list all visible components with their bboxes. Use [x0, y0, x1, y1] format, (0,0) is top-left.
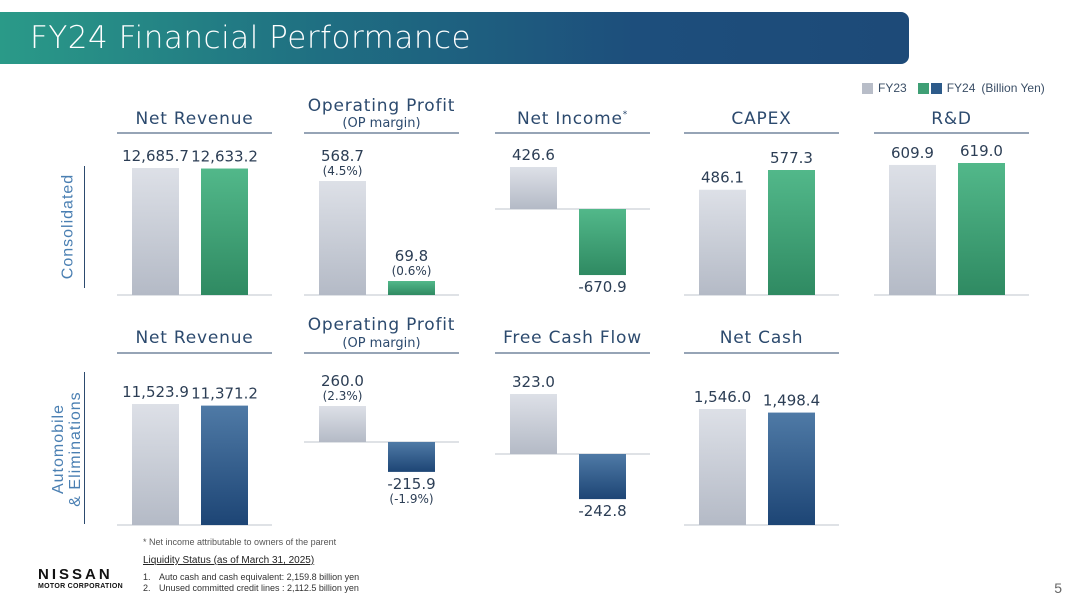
data-label: 323.0 [512, 373, 555, 391]
bar-fy24 [768, 170, 815, 295]
data-label: 1,546.0 [694, 388, 751, 406]
data-label: 619.0 [960, 142, 1003, 160]
legend: FY23 FY24 (Billion Yen) [862, 81, 1056, 95]
data-label: 11,371.2 [191, 385, 258, 403]
section-line-consolidated [84, 166, 85, 288]
bar-fy24 [201, 405, 248, 525]
nissan-logo: NISSAN [38, 566, 113, 583]
page-title: FY24 Financial Performance [30, 20, 472, 56]
data-label: 486.1 [701, 169, 744, 187]
bar-fy24 [579, 454, 626, 500]
bar-fy24 [768, 412, 815, 525]
legend-label-fy24: FY24 [946, 81, 976, 95]
bar-fy23 [510, 394, 557, 454]
bar-fy23 [319, 181, 366, 295]
data-sublabel: (4.5%) [323, 164, 363, 178]
bar-fy24 [388, 281, 435, 295]
bar-fy24 [388, 442, 435, 472]
data-label: -242.8 [578, 502, 626, 520]
nissan-logo-subtitle: MOTOR CORPORATION [38, 583, 123, 590]
chart-title: Operating Profit [308, 96, 456, 116]
bar-fy23 [319, 406, 366, 442]
section-line-auto [84, 372, 85, 524]
data-sublabel: (0.6%) [392, 264, 432, 278]
legend-item-fy23: FY23 [862, 81, 907, 95]
bar-fy24 [201, 168, 248, 295]
data-label: 11,523.9 [122, 383, 189, 401]
chart-title-footnote-mark: * [623, 110, 628, 120]
liquidity-list: 1. Auto cash and cash equivalent: 2,159.8… [143, 572, 359, 594]
footnote: * Net income attributable to owners of t… [143, 537, 337, 547]
legend-unit: (Billion Yen) [981, 81, 1045, 95]
chart-title: Net Revenue [135, 328, 253, 348]
legend-label-fy23: FY23 [878, 81, 907, 95]
chart-title: Net Revenue [135, 109, 253, 129]
data-label: 426.6 [512, 146, 555, 164]
data-label: 1,498.4 [763, 392, 820, 410]
legend-swatch-fy24-green [917, 82, 929, 94]
data-label: 609.9 [891, 144, 934, 162]
chart-title: Net Cash [720, 328, 804, 348]
legend-swatch-fy24-blue [930, 82, 942, 94]
bar-fy23 [699, 409, 746, 525]
data-label: 12,633.2 [191, 148, 258, 166]
bar-fy24 [958, 163, 1005, 295]
bar-fy23 [889, 164, 936, 295]
bar-fy24 [579, 209, 626, 276]
data-label: 69.8 [395, 247, 428, 265]
liquidity-item: 2. Unused committed credit lines : 2,112.… [143, 583, 359, 594]
bar-fy23 [699, 189, 746, 295]
legend-swatch-fy23 [862, 82, 873, 94]
page-number: 5 [1054, 580, 1062, 596]
data-label: -215.9 [387, 475, 435, 493]
chart-title: CAPEX [731, 109, 791, 129]
liquidity-item-text: Unused committed credit lines : 2,112.5 … [159, 583, 359, 593]
data-label: 12,685.7 [122, 147, 189, 165]
chart-title: Net Income* [517, 109, 628, 129]
data-sublabel: (2.3%) [323, 389, 363, 403]
title-banner [0, 12, 909, 64]
liquidity-item: 1. Auto cash and cash equivalent: 2,159.8… [143, 572, 359, 583]
liquidity-title: Liquidity Status (as of March 31, 2025) [143, 555, 315, 566]
liquidity-item-number: 1. [143, 572, 151, 582]
bar-fy23 [132, 168, 179, 295]
liquidity-item-text: Auto cash and cash equivalent: 2,159.8 b… [159, 572, 360, 582]
data-label: -670.9 [578, 278, 626, 296]
liquidity-item-number: 2. [143, 583, 151, 593]
chart-title: Operating Profit [308, 315, 456, 335]
chart-subtitle: (OP margin) [342, 336, 420, 351]
chart-title: R&D [931, 109, 972, 129]
chart-title: Free Cash Flow [503, 328, 642, 348]
data-label: 260.0 [321, 372, 364, 390]
data-label: 577.3 [770, 149, 813, 167]
bar-fy23 [132, 404, 179, 525]
data-sublabel: (-1.9%) [389, 492, 433, 506]
chart-subtitle: (OP margin) [342, 116, 420, 131]
data-label: 568.7 [321, 147, 364, 165]
legend-item-fy24: FY24 (Billion Yen) [917, 81, 1045, 95]
bar-fy23 [510, 167, 557, 209]
